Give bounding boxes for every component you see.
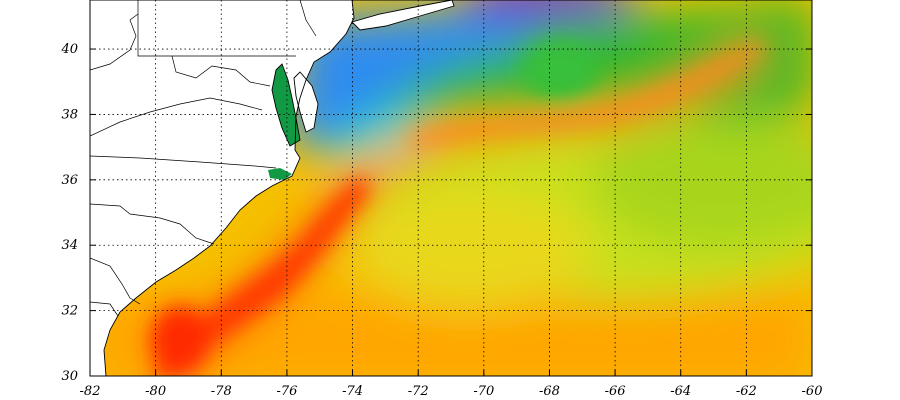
- axis-ticks: -82 -80 -78 -76 -74 -72 -70 -68 -66 -64 -62 -60 30 32…: [60, 42, 822, 399]
- y-tick-label: 40: [60, 42, 78, 57]
- x-tick-label: -82: [80, 384, 101, 399]
- x-tick-label: -74: [342, 384, 363, 399]
- y-tick-label: 30: [61, 369, 78, 384]
- y-tick-label: 36: [61, 173, 78, 188]
- x-tick-label: -80: [145, 384, 166, 399]
- x-tick-label: -62: [736, 384, 757, 399]
- x-tick-label: -64: [670, 384, 691, 399]
- y-tick-label: 32: [61, 304, 78, 319]
- x-tick-label: -70: [473, 384, 494, 399]
- state-borders: [90, 0, 317, 317]
- x-tick-label: -76: [276, 384, 297, 399]
- x-tick-label: -68: [539, 384, 560, 399]
- y-tick-label: 34: [61, 238, 78, 253]
- x-tick-label: -66: [605, 384, 626, 399]
- inland-bays: [268, 64, 300, 180]
- x-tick-label: -60: [802, 384, 823, 399]
- y-tick-label: 38: [61, 107, 78, 122]
- x-tick-label: -78: [211, 384, 232, 399]
- plot-frame: [89, 0, 813, 377]
- x-tick-label: -72: [408, 384, 429, 399]
- temperature-field: [90, 0, 812, 376]
